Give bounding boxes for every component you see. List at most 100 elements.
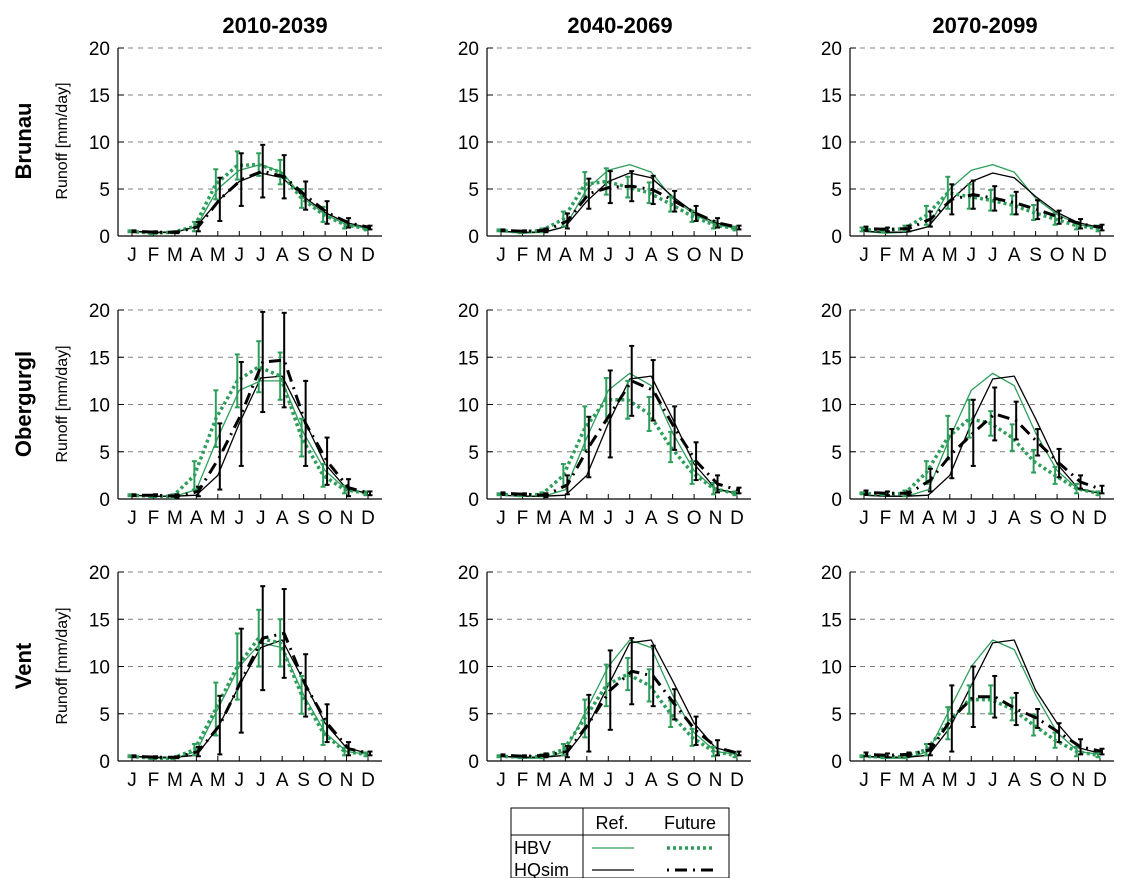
x-tick-label: S bbox=[1029, 770, 1042, 791]
y-axis-label-vent: Runoff [mm/day] bbox=[54, 607, 71, 724]
x-tick-label: O bbox=[687, 245, 702, 266]
series-hqsim-ref-line bbox=[863, 172, 1101, 233]
row-title-brunau: Brunau bbox=[11, 103, 36, 180]
y-tick-label: 5 bbox=[468, 180, 479, 201]
y-tick-label: 10 bbox=[458, 133, 479, 154]
x-tick-label: S bbox=[297, 245, 310, 266]
x-tick-label: S bbox=[297, 508, 310, 529]
x-tick-label: M bbox=[536, 770, 552, 791]
x-tick-label: A bbox=[190, 245, 203, 266]
x-tick-label: A bbox=[922, 508, 935, 529]
y-tick-label: 10 bbox=[89, 396, 110, 417]
x-tick-label: J bbox=[604, 770, 614, 791]
x-tick-label: J bbox=[625, 508, 635, 529]
y-tick-label: 15 bbox=[89, 86, 110, 107]
x-tick-label: A bbox=[190, 508, 203, 529]
series-hqsim-future-line bbox=[502, 669, 740, 758]
x-tick-label: J bbox=[235, 245, 245, 266]
x-tick-label: D bbox=[730, 508, 744, 529]
legend-header-future: Future bbox=[664, 813, 716, 833]
series-hbv-future-line bbox=[861, 416, 1099, 497]
x-tick-label: O bbox=[1050, 245, 1065, 266]
y-tick-label: 5 bbox=[831, 443, 842, 464]
x-tick-label: J bbox=[625, 770, 635, 791]
y-tick-label: 0 bbox=[468, 227, 479, 248]
y-tick-label: 0 bbox=[468, 752, 479, 773]
x-tick-label: A bbox=[645, 508, 658, 529]
y-tick-label: 0 bbox=[99, 227, 110, 248]
y-tick-label: 5 bbox=[99, 180, 110, 201]
x-tick-label: N bbox=[1072, 245, 1086, 266]
y-tick-label: 20 bbox=[458, 563, 479, 584]
y-tick-label: 0 bbox=[99, 490, 110, 511]
row-title-vent: Vent bbox=[11, 642, 36, 689]
x-tick-label: M bbox=[942, 770, 958, 791]
x-tick-label: S bbox=[297, 770, 310, 791]
x-tick-label: A bbox=[922, 770, 935, 791]
y-tick-label: 0 bbox=[468, 490, 479, 511]
x-tick-label: J bbox=[235, 508, 245, 529]
x-tick-label: J bbox=[496, 245, 506, 266]
series-hbv-ref-line bbox=[500, 639, 738, 759]
x-tick-label: O bbox=[687, 508, 702, 529]
x-tick-label: D bbox=[1093, 508, 1107, 529]
x-tick-label: F bbox=[148, 245, 160, 266]
y-tick-label: 5 bbox=[468, 443, 479, 464]
series-hqsim-ref-line bbox=[863, 375, 1101, 497]
x-tick-label: M bbox=[536, 508, 552, 529]
x-tick-label: J bbox=[496, 508, 506, 529]
series-hqsim-future-line bbox=[865, 412, 1103, 495]
x-tick-label: M bbox=[899, 245, 915, 266]
y-tick-label: 10 bbox=[458, 396, 479, 417]
x-tick-label: A bbox=[1008, 245, 1021, 266]
legend-label-hqsim: HQsim bbox=[514, 860, 569, 878]
x-tick-label: N bbox=[1072, 508, 1086, 529]
y-tick-label: 5 bbox=[99, 705, 110, 726]
x-tick-label: A bbox=[276, 508, 289, 529]
x-tick-label: O bbox=[318, 245, 333, 266]
x-tick-label: J bbox=[256, 245, 266, 266]
x-tick-label: N bbox=[709, 508, 723, 529]
series-hbv-ref-line bbox=[500, 163, 738, 234]
x-tick-label: O bbox=[318, 508, 333, 529]
x-tick-label: A bbox=[190, 770, 203, 791]
x-tick-label: O bbox=[687, 770, 702, 791]
series-hbv-future-line bbox=[498, 179, 736, 234]
series-hbv-future-line bbox=[861, 697, 1099, 759]
x-tick-label: J bbox=[988, 245, 998, 266]
legend-header-ref: Ref. bbox=[595, 813, 628, 833]
x-tick-label: O bbox=[1050, 770, 1065, 791]
x-tick-label: D bbox=[1093, 245, 1107, 266]
y-tick-label: 20 bbox=[821, 39, 842, 60]
legend-box bbox=[510, 807, 730, 878]
x-tick-label: F bbox=[880, 245, 892, 266]
x-tick-label: M bbox=[942, 245, 958, 266]
x-tick-label: M bbox=[210, 770, 226, 791]
x-tick-label: J bbox=[988, 770, 998, 791]
x-tick-label: M bbox=[210, 245, 226, 266]
x-tick-label: S bbox=[666, 770, 679, 791]
x-tick-label: F bbox=[148, 770, 160, 791]
y-tick-label: 20 bbox=[89, 563, 110, 584]
x-tick-label: F bbox=[880, 770, 892, 791]
y-tick-label: 15 bbox=[821, 610, 842, 631]
x-tick-label: A bbox=[645, 770, 658, 791]
series-hbv-ref-line bbox=[131, 380, 369, 497]
x-tick-label: J bbox=[256, 770, 266, 791]
y-tick-label: 10 bbox=[821, 396, 842, 417]
y-tick-label: 15 bbox=[89, 348, 110, 369]
legend-label-hqsim-text: HQsim bbox=[514, 860, 569, 878]
x-tick-label: F bbox=[517, 245, 529, 266]
x-tick-label: A bbox=[276, 770, 289, 791]
x-tick-label: N bbox=[340, 770, 354, 791]
series-hqsim-future-line bbox=[133, 631, 371, 759]
x-tick-label: M bbox=[536, 245, 552, 266]
y-tick-label: 15 bbox=[458, 86, 479, 107]
x-tick-label: A bbox=[922, 245, 935, 266]
series-hbv-future-line bbox=[861, 191, 1099, 233]
